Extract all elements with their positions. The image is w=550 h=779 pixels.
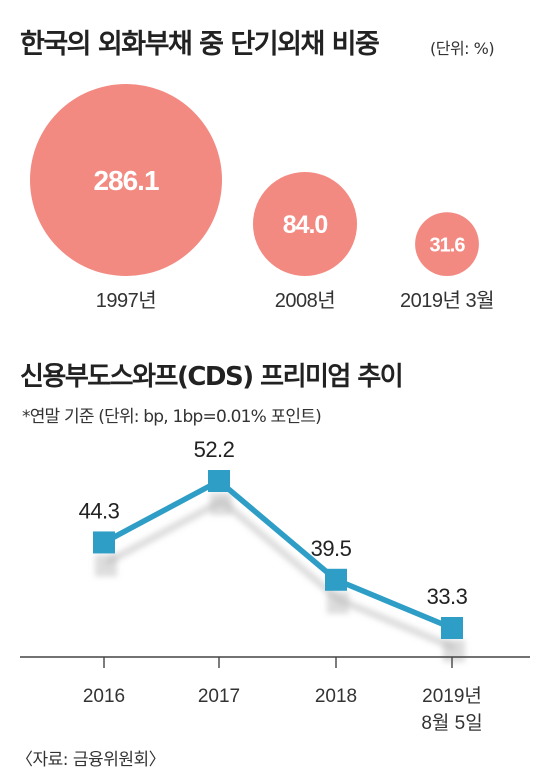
data-point-0 xyxy=(93,531,115,554)
series-line-shadow xyxy=(105,496,457,652)
bubble-category-label: 2019년 3월 xyxy=(400,289,494,312)
cds-chart-subtitle: *연말 기준 (단위: bp, 1bp=0.01% 포인트) xyxy=(22,407,322,427)
bubble-value-label: 84.0 xyxy=(283,211,328,239)
data-point-1 xyxy=(208,470,230,492)
cds-series-line xyxy=(102,477,454,631)
data-label: 44.3 xyxy=(79,498,120,523)
bubble-category-label: 2008년 xyxy=(275,289,335,312)
data-point-2 xyxy=(325,568,347,591)
x-tick-label: 2016 xyxy=(83,686,125,707)
bubble-category-label: 1997년 xyxy=(96,289,156,312)
x-tick-label: 2019년 xyxy=(422,685,482,707)
chart-title: 한국의 외화부채 중 단기외채 비중 xyxy=(20,29,380,60)
bubble-2 xyxy=(415,212,479,276)
x-tick-label: 2017 xyxy=(198,686,240,707)
marker-shadow-2 xyxy=(327,591,349,614)
bubble-0 xyxy=(30,84,222,276)
bubble-value-label: 31.6 xyxy=(430,234,466,256)
cds-chart-title: 신용부도스와프(CDS) 프리미엄 추이 xyxy=(20,362,404,392)
bubble-chart: 286.1 1997년 84.0 2008년 31.6 2019년 3월 xyxy=(30,84,494,312)
data-label: 39.5 xyxy=(311,536,352,561)
bubble-value-label: 286.1 xyxy=(93,165,158,196)
unit-label: (단위: %) xyxy=(430,39,495,58)
cds-line-chart: 44.3 52.2 39.5 33.3 2016 2017 2018 2019년 8월 5일 xyxy=(20,437,530,734)
marker-shadow-1 xyxy=(210,493,232,515)
data-label: 52.2 xyxy=(194,437,235,462)
bubble-1 xyxy=(252,171,358,276)
data-point-3 xyxy=(441,617,463,639)
source-label: 〈자료: 금융위원회〉 xyxy=(16,750,166,770)
marker-shadow-0 xyxy=(95,554,117,577)
x-tick-label: 8월 5일 xyxy=(421,712,482,734)
data-label: 33.3 xyxy=(427,584,468,609)
marker-shadow-3 xyxy=(443,640,465,662)
x-tick-label: 2018 xyxy=(315,686,357,707)
